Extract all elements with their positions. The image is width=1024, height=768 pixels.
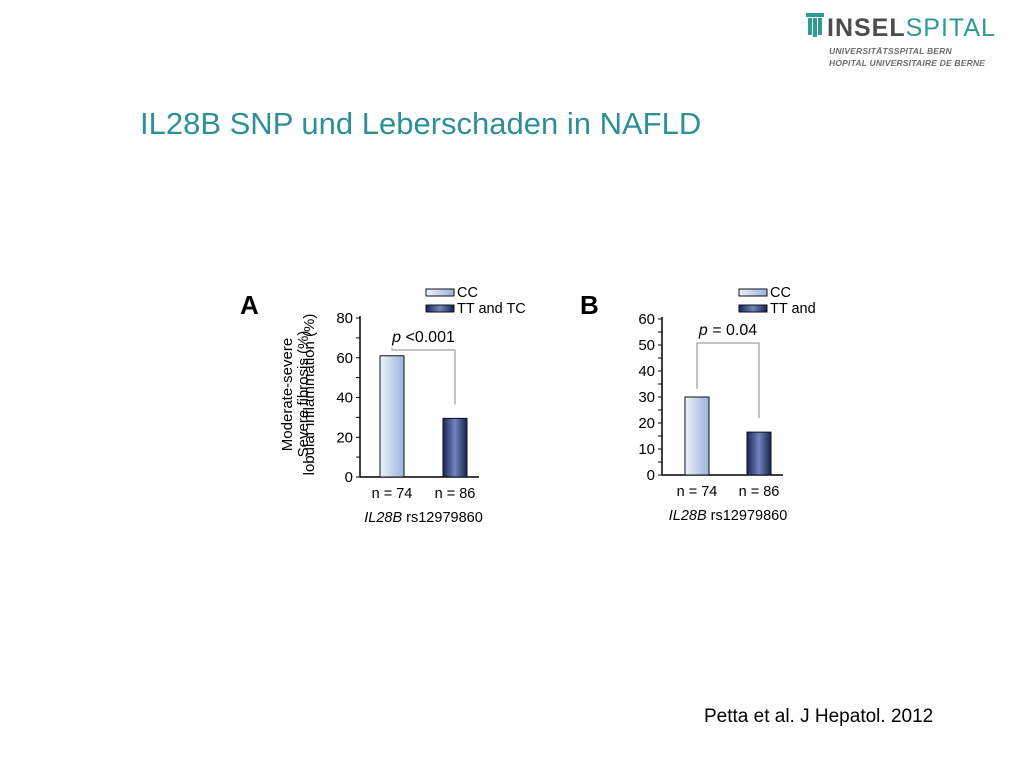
y-tick-label-b: 50: [638, 337, 655, 354]
y-tick-label-a: 60: [336, 350, 353, 367]
legend-label-b-1: TT and: [770, 301, 816, 317]
y-axis-label-a: lobular inflammation (%): [301, 314, 318, 476]
slide-title: IL28B SNP und Leberschaden in NAFLD: [140, 106, 702, 141]
x-category-label-a: n = 86: [435, 486, 476, 502]
p-value-b: = 0.04: [708, 322, 757, 339]
y-tick-label-b: 30: [638, 389, 655, 406]
y-tick-label-a: 40: [336, 390, 353, 407]
inselspital-logo: INSELSPITAL UNIVERSITÄTSSPITAL BERN HOPI…: [805, 10, 1005, 72]
p-value-label-a: p <0.001: [391, 329, 455, 346]
citation: Petta et al. J Hepatol. 2012: [704, 706, 934, 727]
figure-panels: A 0 20 40 60 80 Moderate-severe lobular inflamm…: [240, 285, 816, 526]
legend-swatch-a-0: [425, 288, 455, 297]
y-tick-label-a: 80: [336, 310, 353, 327]
x-axis-label-gene-a: IL28B: [364, 510, 402, 526]
y-axis-label-a: Moderate-severe: [279, 338, 296, 451]
panel-b: B 0 10 20 30 40 50 60 Severe fibrosis (%) p = 0.0…: [295, 285, 816, 524]
logo-subtitle-2: HOPITAL UNIVERSITAIRE DE BERNE: [829, 58, 986, 68]
legend-swatch-b-1: [738, 304, 768, 313]
x-category-label-b: n = 86: [739, 484, 780, 500]
bar-a-tt: [442, 417, 468, 478]
x-axis-label-b: IL28B rs12979860: [669, 508, 788, 524]
significance-bracket-b: [696, 342, 760, 419]
logo-emblem-icon: [806, 13, 824, 37]
p-value-label-b: p = 0.04: [698, 322, 757, 339]
p-value-a: <0.001: [401, 329, 455, 346]
x-category-label-b: n = 74: [677, 484, 718, 500]
legend-label-a-1: TT and TC: [457, 301, 526, 317]
logo-wordmark: INSELSPITAL: [827, 14, 996, 43]
logo-subtitle-1: UNIVERSITÄTSSPITAL BERN: [829, 46, 952, 56]
x-axis-label-gene-b: IL28B: [669, 508, 707, 524]
logo-word-light: SPITAL: [905, 14, 996, 42]
y-tick-label-b: 10: [638, 441, 655, 458]
p-symbol-a: p: [391, 329, 401, 346]
x-axis-label-a: IL28B rs12979860: [364, 510, 483, 526]
bar-b-tt: [746, 431, 772, 476]
y-tick-label-b: 40: [638, 363, 655, 380]
y-tick-label-b: 60: [638, 311, 655, 328]
significance-bracket-a: [391, 347, 456, 405]
logo-word-bold: INSEL: [827, 14, 906, 42]
bar-a-cc: [379, 355, 405, 478]
y-tick-label-a: 20: [336, 429, 353, 446]
x-axis-label-snp-b: rs12979860: [707, 508, 788, 524]
p-symbol-b: p: [698, 322, 708, 339]
y-axis-label-b: Severe fibrosis (%): [295, 331, 312, 458]
panel-letter-b: B: [580, 290, 599, 320]
x-category-label-a: n = 74: [372, 486, 413, 502]
x-axis-label-snp-a: rs12979860: [402, 510, 483, 526]
legend-label-b-0: CC: [770, 285, 791, 301]
legend-label-a-0: CC: [457, 285, 478, 301]
y-tick-label-b: 0: [647, 467, 655, 484]
bar-b-cc: [684, 396, 710, 476]
legend-swatch-b-0: [738, 288, 768, 297]
y-tick-label-b: 20: [638, 415, 655, 432]
panel-letter-a: A: [240, 290, 259, 320]
legend-swatch-a-1: [425, 304, 455, 313]
y-tick-label-a: 0: [345, 469, 353, 486]
panel-a: A 0 20 40 60 80 Moderate-severe lobular inflamm…: [240, 285, 526, 526]
